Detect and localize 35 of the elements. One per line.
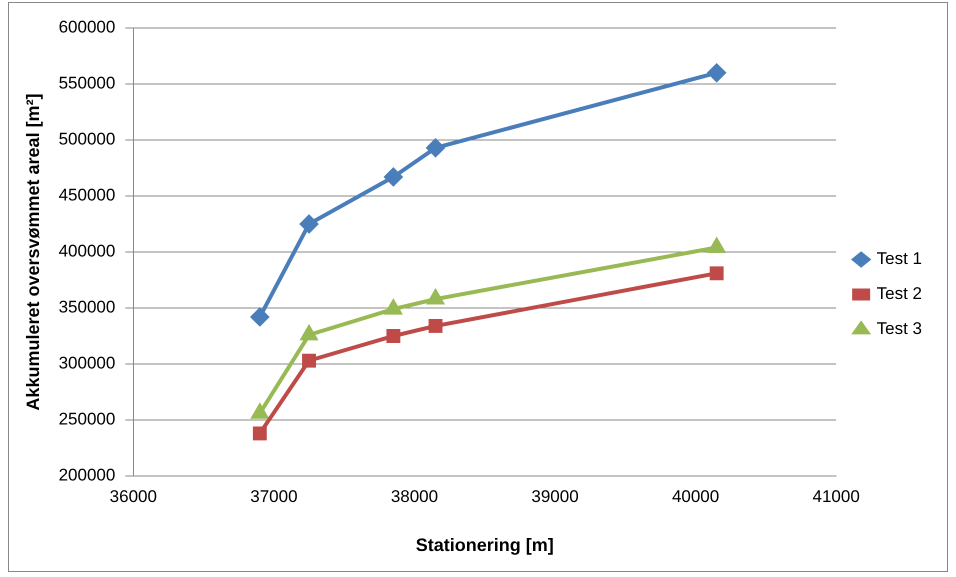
x-axis-title: Stationering [m]: [416, 535, 554, 556]
y-tick-label: 400000: [58, 242, 116, 261]
point: [386, 329, 400, 343]
point: [384, 168, 402, 186]
x-tick-label: 37000: [250, 486, 298, 506]
y-tick-label: 500000: [58, 130, 116, 149]
x-tick-label: 40000: [672, 486, 720, 506]
point: [250, 308, 269, 326]
point: [708, 64, 726, 82]
legend-label: Test 1: [876, 249, 922, 268]
x-tick-label: 41000: [812, 486, 860, 506]
point: [426, 138, 445, 157]
x-tick-label: 36000: [110, 486, 157, 506]
point: [252, 426, 267, 440]
point: [428, 318, 442, 333]
point: [710, 266, 724, 280]
point: [252, 404, 268, 419]
legend-label: Test 2: [876, 284, 922, 304]
y-tick-label: 250000: [58, 410, 116, 429]
y-tick-label: 350000: [58, 298, 116, 317]
point: [427, 290, 444, 305]
point: [708, 238, 725, 254]
legend-label: Test 3: [876, 319, 922, 338]
x-tick-label: 39000: [531, 486, 579, 506]
y-tick-label: 600000: [58, 18, 116, 37]
y-tick-label: 550000: [58, 74, 116, 93]
point: [302, 354, 316, 368]
point: [300, 215, 318, 233]
point: [385, 300, 402, 315]
y-tick-label: 450000: [58, 186, 116, 205]
y-tick-label: 300000: [58, 354, 116, 373]
y-tick-label: 200000: [58, 466, 116, 485]
point: [300, 326, 318, 340]
y-axis-title: Akkumuleret oversvømmet areal [m²]: [22, 93, 43, 411]
x-tick-label: 38000: [390, 486, 438, 506]
